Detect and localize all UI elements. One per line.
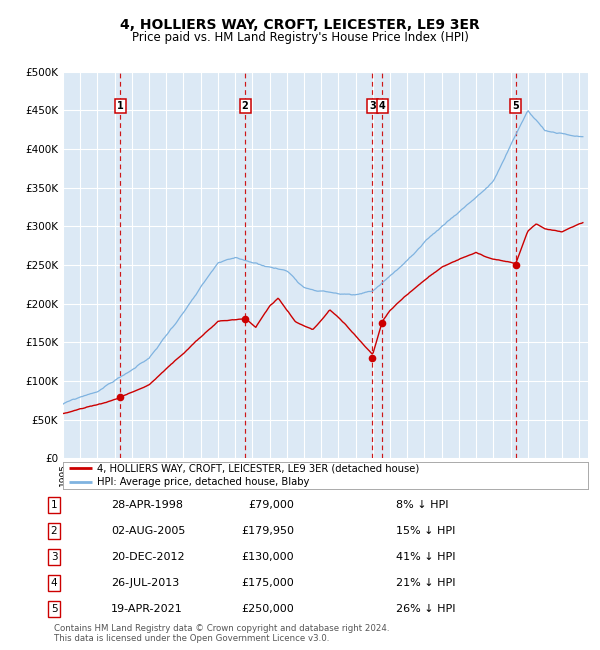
Text: 20-DEC-2012: 20-DEC-2012 bbox=[111, 552, 185, 562]
Text: 3: 3 bbox=[369, 101, 376, 111]
Text: 1: 1 bbox=[50, 500, 58, 510]
Text: 5: 5 bbox=[50, 604, 58, 614]
Text: Price paid vs. HM Land Registry's House Price Index (HPI): Price paid vs. HM Land Registry's House … bbox=[131, 31, 469, 44]
Text: 2: 2 bbox=[242, 101, 248, 111]
Text: 5: 5 bbox=[512, 101, 519, 111]
Text: 28-APR-1998: 28-APR-1998 bbox=[111, 500, 183, 510]
Text: 4, HOLLIERS WAY, CROFT, LEICESTER, LE9 3ER (detached house): 4, HOLLIERS WAY, CROFT, LEICESTER, LE9 3… bbox=[97, 463, 419, 473]
Text: 02-AUG-2005: 02-AUG-2005 bbox=[111, 526, 185, 536]
Text: 8% ↓ HPI: 8% ↓ HPI bbox=[396, 500, 449, 510]
Text: 15% ↓ HPI: 15% ↓ HPI bbox=[396, 526, 455, 536]
Text: £130,000: £130,000 bbox=[241, 552, 294, 562]
Text: 26-JUL-2013: 26-JUL-2013 bbox=[111, 578, 179, 588]
Text: HPI: Average price, detached house, Blaby: HPI: Average price, detached house, Blab… bbox=[97, 477, 310, 487]
Text: 3: 3 bbox=[50, 552, 58, 562]
Text: 4: 4 bbox=[50, 578, 58, 588]
Text: £179,950: £179,950 bbox=[241, 526, 294, 536]
Text: £79,000: £79,000 bbox=[248, 500, 294, 510]
Text: 19-APR-2021: 19-APR-2021 bbox=[111, 604, 183, 614]
Text: 4: 4 bbox=[379, 101, 386, 111]
Text: 41% ↓ HPI: 41% ↓ HPI bbox=[396, 552, 455, 562]
Text: Contains HM Land Registry data © Crown copyright and database right 2024.
This d: Contains HM Land Registry data © Crown c… bbox=[54, 624, 389, 644]
Text: 26% ↓ HPI: 26% ↓ HPI bbox=[396, 604, 455, 614]
Text: £250,000: £250,000 bbox=[241, 604, 294, 614]
Text: £175,000: £175,000 bbox=[241, 578, 294, 588]
Text: 1: 1 bbox=[117, 101, 124, 111]
Text: 21% ↓ HPI: 21% ↓ HPI bbox=[396, 578, 455, 588]
Text: 4, HOLLIERS WAY, CROFT, LEICESTER, LE9 3ER: 4, HOLLIERS WAY, CROFT, LEICESTER, LE9 3… bbox=[120, 18, 480, 32]
Text: 2: 2 bbox=[50, 526, 58, 536]
